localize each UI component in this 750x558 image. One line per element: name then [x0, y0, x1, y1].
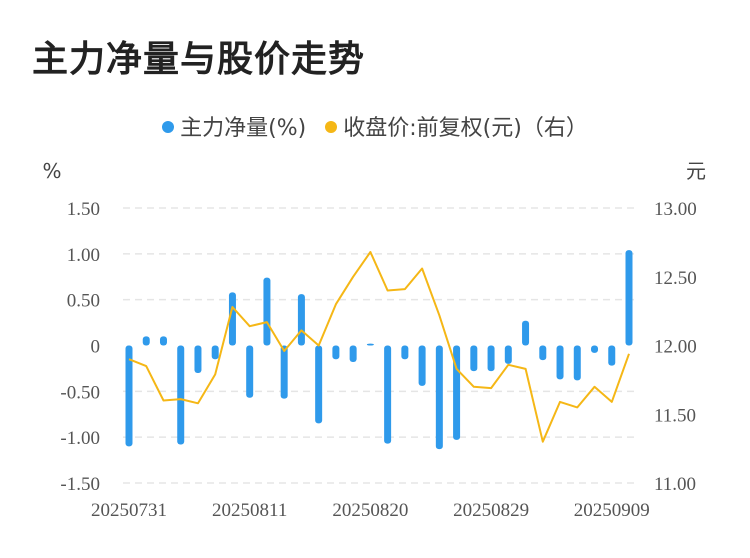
net-flow-bar: [401, 345, 409, 360]
net-flow-bar: [573, 345, 581, 381]
left-axis-tick-label: 0.50: [67, 291, 100, 312]
legend-dot-close-price: [325, 121, 338, 133]
x-axis-tick-label: 20250731: [91, 500, 167, 521]
right-axis-unit: 元: [686, 159, 706, 183]
x-axis-tick-label: 20250909: [574, 500, 650, 521]
left-axis-tick-label: 1.50: [67, 199, 100, 220]
x-axis-tick-label: 20250811: [212, 500, 287, 521]
left-axis-tick-label: 0: [91, 337, 101, 358]
net-flow-bar: [418, 345, 426, 386]
legend-label-close-price: 收盘价:前复权(元)（右）: [343, 116, 588, 141]
x-axis-tick-label: 20250829: [453, 500, 529, 521]
right-axis-tick-label: 12.50: [654, 268, 697, 289]
close-price-line: [128, 251, 630, 443]
net-flow-bar: [315, 345, 323, 424]
net-flow-bar: [539, 345, 547, 361]
net-flow-bar: [435, 345, 443, 450]
right-axis-tick-label: 11.50: [654, 405, 696, 426]
net-flow-bar: [194, 345, 202, 373]
net-flow-bar: [297, 294, 305, 346]
net-flow-bar: [625, 250, 633, 346]
chart-legend: 主力净量(%) 收盘价:前复权(元)（右）: [0, 110, 750, 142]
net-flow-bar: [349, 345, 357, 362]
legend-dot-net-flow: [162, 121, 175, 133]
net-flow-bar: [384, 345, 392, 444]
net-flow-bar: [263, 277, 271, 346]
net-flow-bar: [487, 345, 495, 372]
net-flow-bar: [177, 345, 185, 445]
page-title: 主力净量与股价走势: [32, 39, 366, 80]
left-axis-unit: %: [42, 159, 61, 183]
net-flow-bar: [159, 336, 167, 346]
net-flow-bar: [608, 345, 616, 366]
net-flow-bar: [470, 345, 478, 372]
net-flow-bar: [246, 345, 254, 398]
right-axis-tick-label: 11.00: [654, 474, 696, 495]
net-flow-bar: [366, 343, 374, 346]
legend-item-close-price[interactable]: 收盘价:前复权(元)（右）: [325, 110, 588, 142]
x-axis-tick-label: 20250820: [332, 500, 408, 521]
net-flow-bar: [591, 345, 599, 353]
legend-item-net-flow[interactable]: 主力净量(%): [162, 110, 306, 142]
net-flow-bar: [280, 345, 288, 399]
net-flow-bar: [504, 345, 512, 364]
net-flow-bar: [125, 345, 133, 447]
left-axis-tick-label: -1.00: [60, 428, 100, 449]
net-flow-bar: [228, 292, 236, 346]
left-axis-tick-label: -0.50: [60, 382, 100, 403]
legend-label-net-flow: 主力净量(%): [180, 116, 307, 141]
net-flow-bar: [332, 345, 340, 360]
net-flow-bar: [211, 345, 219, 360]
net-flow-bar: [453, 345, 461, 440]
left-axis-tick-label: -1.50: [60, 474, 100, 495]
net-flow-bar: [142, 336, 150, 346]
right-axis-tick-label: 13.00: [654, 199, 697, 220]
net-flow-bar: [556, 345, 564, 380]
left-axis-tick-label: 1.00: [67, 245, 100, 266]
right-axis-tick-label: 12.00: [654, 337, 697, 358]
net-flow-bar: [522, 320, 530, 346]
